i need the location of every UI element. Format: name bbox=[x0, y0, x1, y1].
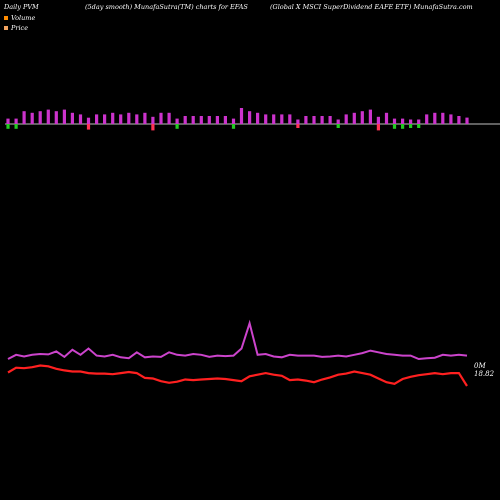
price-end-label: 18.82 bbox=[474, 370, 495, 378]
volume-bar-top bbox=[231, 118, 236, 124]
volume-bar bbox=[175, 124, 179, 129]
volume-bar bbox=[344, 114, 348, 124]
volume-bar bbox=[417, 124, 421, 128]
volume-bar bbox=[70, 112, 74, 124]
volume-bar bbox=[86, 124, 91, 130]
volume-bar-top bbox=[376, 116, 380, 124]
volume-bar-top bbox=[417, 119, 421, 124]
legend-price-label: Price bbox=[11, 24, 29, 32]
volume-bar bbox=[111, 112, 115, 124]
volume-bar bbox=[62, 109, 66, 124]
legend-price: Price bbox=[4, 24, 28, 32]
legend-volume-label: Volume bbox=[11, 14, 36, 22]
header-mid: (5day smooth) MunafaSutra(TM) charts for… bbox=[85, 3, 248, 11]
price-line bbox=[7, 364, 468, 387]
volume-bar-top bbox=[296, 119, 300, 124]
header-left: Daily PVM bbox=[4, 3, 39, 11]
legend-volume: Volume bbox=[4, 14, 35, 22]
volume-bar bbox=[127, 112, 131, 124]
volume-bar bbox=[256, 112, 260, 124]
volume-bar-top bbox=[14, 118, 18, 124]
volume-bar bbox=[425, 114, 429, 124]
volume-bar bbox=[199, 116, 203, 124]
volume-bar-top bbox=[409, 119, 413, 124]
volume-bar bbox=[6, 124, 10, 129]
volume-bar bbox=[336, 124, 340, 128]
volume-bar bbox=[54, 111, 58, 124]
legend-volume-swatch bbox=[4, 16, 8, 20]
volume-bar bbox=[457, 116, 461, 124]
volume-bar bbox=[119, 114, 123, 124]
volume-end-label: 0M bbox=[474, 362, 486, 370]
volume-bar bbox=[78, 114, 83, 124]
volume-bar bbox=[135, 114, 139, 124]
volume-bar bbox=[360, 111, 364, 124]
volume-bar bbox=[22, 111, 26, 124]
volume-line bbox=[7, 319, 468, 361]
volume-bar bbox=[183, 116, 187, 124]
volume-bar bbox=[231, 124, 236, 129]
volume-bar bbox=[248, 111, 252, 124]
volume-bar bbox=[30, 112, 34, 124]
volume-bar bbox=[159, 112, 163, 124]
volume-bar bbox=[167, 112, 171, 124]
volume-bar-top bbox=[401, 118, 405, 124]
volume-bar bbox=[46, 109, 50, 124]
volume-bar-top bbox=[392, 118, 397, 124]
volume-bar-top bbox=[86, 117, 91, 124]
volume-bar bbox=[38, 111, 42, 124]
volume-bar-top bbox=[6, 118, 10, 124]
volume-bar bbox=[465, 117, 469, 124]
volume-bar bbox=[312, 116, 316, 124]
volume-bar bbox=[352, 112, 356, 124]
volume-bar bbox=[384, 112, 389, 124]
volume-bar bbox=[280, 114, 284, 124]
volume-bar bbox=[401, 124, 405, 129]
volume-bar bbox=[392, 124, 397, 129]
volume-bar bbox=[215, 116, 219, 124]
volume-bar bbox=[409, 124, 413, 128]
volume-bar bbox=[328, 116, 332, 124]
volume-bar bbox=[449, 114, 453, 124]
volume-bar bbox=[304, 116, 308, 124]
header-right: (Global X MSCI SuperDividend EAFE ETF) M… bbox=[270, 3, 473, 11]
volume-bar bbox=[191, 116, 195, 124]
volume-bar bbox=[143, 112, 147, 124]
volume-bar bbox=[441, 112, 445, 124]
volume-bar-top bbox=[151, 116, 155, 124]
volume-bar bbox=[239, 108, 244, 124]
volume-bar bbox=[376, 124, 380, 131]
volume-bar bbox=[95, 114, 99, 124]
volume-bar bbox=[320, 116, 324, 124]
volume-bars bbox=[6, 108, 469, 131]
volume-bar bbox=[14, 124, 18, 129]
volume-bar-top bbox=[175, 118, 179, 124]
volume-bar bbox=[296, 124, 300, 128]
volume-bar bbox=[272, 114, 276, 124]
volume-bar bbox=[207, 116, 211, 124]
legend-price-swatch bbox=[4, 26, 8, 30]
volume-bar bbox=[288, 114, 292, 124]
volume-bar bbox=[433, 112, 437, 124]
volume-bar bbox=[223, 116, 227, 124]
volume-bar bbox=[151, 124, 155, 131]
volume-bar bbox=[103, 114, 107, 124]
volume-bar-top bbox=[336, 119, 340, 124]
volume-bar bbox=[264, 114, 268, 124]
volume-bar bbox=[368, 109, 372, 124]
